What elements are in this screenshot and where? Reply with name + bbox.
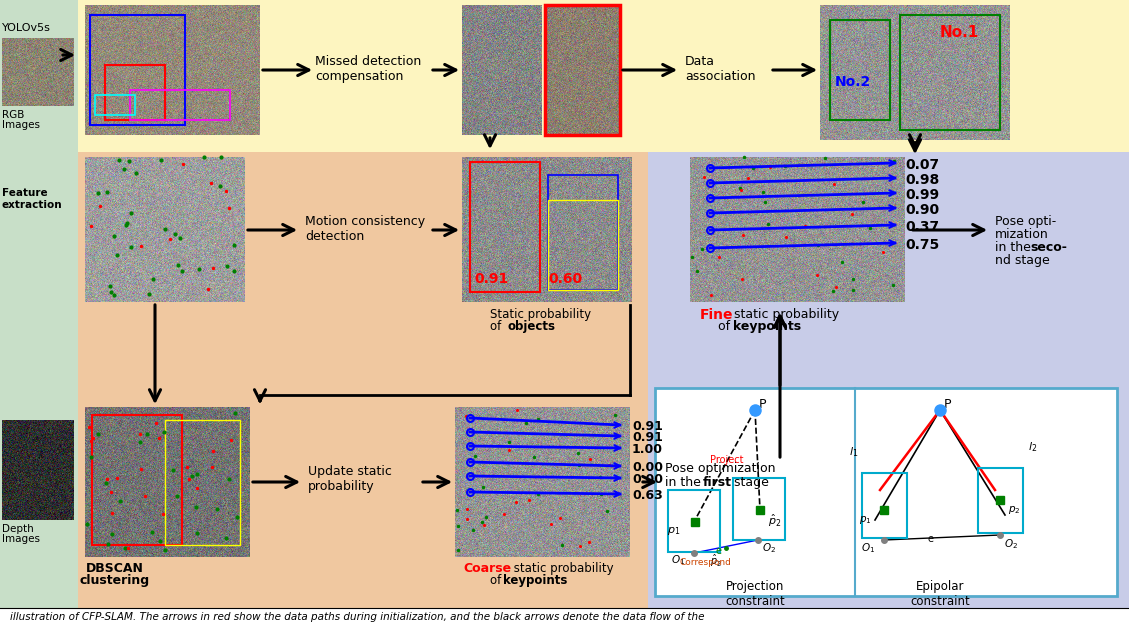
Text: Update static: Update static (308, 465, 392, 478)
Text: stage: stage (730, 476, 769, 489)
Bar (90, 15, 185, 125)
Bar (0, 608, 1129, 636)
Text: 0.07: 0.07 (905, 158, 939, 172)
Text: mization: mization (995, 228, 1049, 241)
Text: 0.90: 0.90 (905, 203, 939, 217)
Text: 0.75: 0.75 (905, 238, 939, 252)
Text: DBSCAN: DBSCAN (86, 562, 143, 575)
Text: extraction: extraction (2, 200, 62, 210)
Text: nd stage: nd stage (995, 254, 1050, 267)
Text: e: e (715, 546, 721, 556)
Text: $p_1$: $p_1$ (859, 514, 872, 526)
Text: of: of (490, 574, 505, 587)
Bar (165, 420, 240, 545)
Bar (78, 0, 1129, 152)
Text: 0.00: 0.00 (632, 473, 663, 486)
Text: illustration of CFP-SLAM. The arrows in red show the data paths during initializ: illustration of CFP-SLAM. The arrows in … (10, 612, 704, 622)
Text: $\hat{p}_2$: $\hat{p}_2$ (768, 513, 781, 529)
Text: Data: Data (685, 55, 715, 68)
Text: P: P (759, 398, 767, 411)
Text: Pose optimization: Pose optimization (665, 462, 776, 475)
Text: Correspond: Correspond (679, 558, 730, 567)
Text: in the: in the (995, 241, 1035, 254)
Bar (545, 5, 620, 135)
Text: first: first (703, 476, 732, 489)
Text: $\hat{p}_2$: $\hat{p}_2$ (710, 553, 723, 569)
Text: of: of (718, 320, 734, 333)
Text: static probability: static probability (510, 562, 614, 575)
Bar (830, 20, 890, 120)
Bar (470, 162, 540, 292)
Text: $l_1$: $l_1$ (849, 445, 858, 459)
Text: 0.37: 0.37 (905, 220, 939, 234)
Text: RGB: RGB (2, 110, 25, 120)
Bar (655, 388, 1117, 596)
Text: of: of (490, 320, 505, 333)
Text: 0.60: 0.60 (548, 272, 583, 286)
Text: e: e (927, 534, 933, 544)
Text: $O_2$: $O_2$ (762, 541, 776, 555)
Text: YOLOv5s: YOLOv5s (2, 23, 51, 33)
Text: Coarse: Coarse (463, 562, 511, 575)
Text: Depth: Depth (2, 524, 34, 534)
Text: Static probability: Static probability (490, 308, 592, 321)
Bar (105, 65, 165, 120)
Text: Missed detection: Missed detection (315, 55, 421, 68)
Text: 1.00: 1.00 (632, 443, 663, 456)
Bar (130, 90, 230, 120)
Text: 0.98: 0.98 (905, 173, 939, 187)
Text: Fine: Fine (700, 308, 734, 322)
Text: 0.91: 0.91 (474, 272, 508, 286)
Text: P: P (944, 398, 952, 411)
Text: No.2: No.2 (835, 75, 872, 89)
Bar (91, 415, 182, 545)
Text: Project: Project (710, 455, 744, 465)
Text: Feature: Feature (2, 188, 47, 198)
Text: objects: objects (507, 320, 555, 333)
Text: 0.91: 0.91 (632, 420, 663, 433)
Text: compensation: compensation (315, 70, 403, 83)
Bar (548, 175, 618, 290)
Text: seco-: seco- (1030, 241, 1067, 254)
Text: Projection
constraint: Projection constraint (725, 580, 785, 608)
Text: Pose opti-: Pose opti- (995, 215, 1057, 228)
Text: 0.99: 0.99 (905, 188, 939, 202)
Text: $O_2$: $O_2$ (1004, 537, 1018, 551)
Text: 0.00: 0.00 (632, 461, 663, 474)
Text: clustering: clustering (80, 574, 150, 587)
Bar (95, 95, 135, 115)
Text: Images: Images (2, 534, 40, 544)
Text: Epipolar
constraint: Epipolar constraint (910, 580, 970, 608)
Text: association: association (685, 70, 755, 83)
Text: $O_1$: $O_1$ (860, 541, 875, 555)
Text: No.1: No.1 (940, 25, 979, 40)
Text: Images: Images (2, 120, 40, 130)
Bar (0, 0, 78, 608)
Bar (648, 152, 1129, 608)
Bar (548, 200, 618, 290)
Text: $l_2$: $l_2$ (1029, 440, 1038, 454)
Text: detection: detection (305, 230, 365, 243)
Text: in the: in the (665, 476, 704, 489)
Bar (900, 15, 1000, 130)
Text: 0.91: 0.91 (632, 431, 663, 444)
Bar (78, 152, 648, 608)
Text: keypoints: keypoints (504, 574, 568, 587)
Text: static probability: static probability (730, 308, 839, 321)
Text: 0.63: 0.63 (632, 489, 663, 502)
Text: probability: probability (308, 480, 375, 493)
Text: Motion consistency: Motion consistency (305, 215, 426, 228)
Text: keypoints: keypoints (733, 320, 802, 333)
Text: $O_1$: $O_1$ (671, 553, 685, 567)
Text: $p_2$: $p_2$ (1008, 504, 1021, 516)
Text: $p_1$: $p_1$ (666, 525, 680, 537)
